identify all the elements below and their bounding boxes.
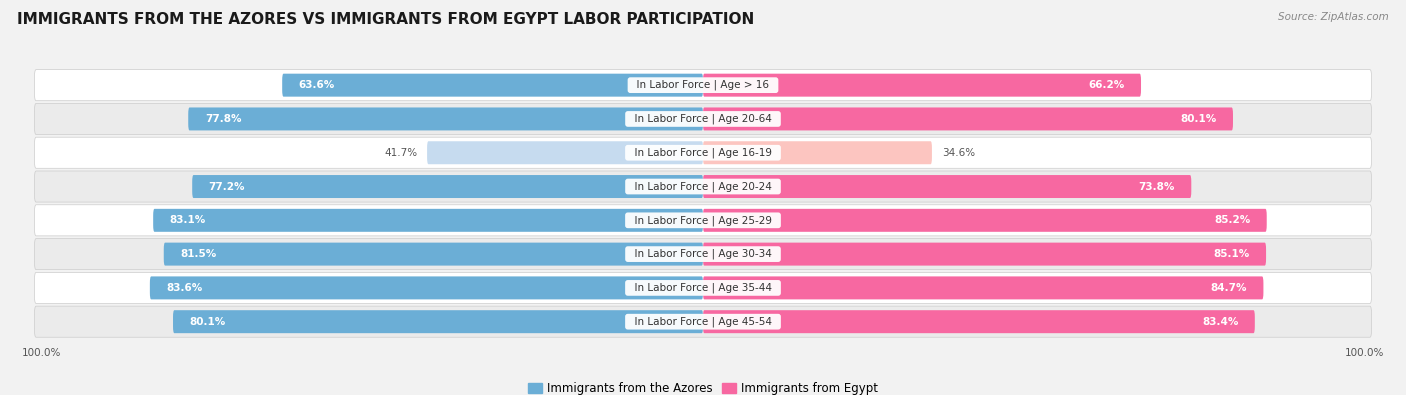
- Text: 77.2%: 77.2%: [208, 182, 245, 192]
- Text: In Labor Force | Age 30-34: In Labor Force | Age 30-34: [628, 249, 778, 260]
- Text: 83.6%: 83.6%: [166, 283, 202, 293]
- FancyBboxPatch shape: [153, 209, 703, 232]
- FancyBboxPatch shape: [34, 205, 1372, 236]
- FancyBboxPatch shape: [703, 74, 1142, 97]
- FancyBboxPatch shape: [163, 243, 703, 265]
- FancyBboxPatch shape: [34, 103, 1372, 134]
- FancyBboxPatch shape: [188, 107, 703, 130]
- Text: In Labor Force | Age 25-29: In Labor Force | Age 25-29: [627, 215, 779, 226]
- FancyBboxPatch shape: [34, 306, 1372, 337]
- Text: 80.1%: 80.1%: [1180, 114, 1216, 124]
- Text: In Labor Force | Age 20-24: In Labor Force | Age 20-24: [628, 181, 778, 192]
- FancyBboxPatch shape: [173, 310, 703, 333]
- Text: 83.1%: 83.1%: [170, 215, 205, 225]
- FancyBboxPatch shape: [283, 74, 703, 97]
- Text: 84.7%: 84.7%: [1211, 283, 1247, 293]
- FancyBboxPatch shape: [34, 273, 1372, 303]
- FancyBboxPatch shape: [34, 137, 1372, 168]
- FancyBboxPatch shape: [703, 243, 1265, 265]
- Text: IMMIGRANTS FROM THE AZORES VS IMMIGRANTS FROM EGYPT LABOR PARTICIPATION: IMMIGRANTS FROM THE AZORES VS IMMIGRANTS…: [17, 12, 754, 27]
- FancyBboxPatch shape: [703, 141, 932, 164]
- Text: In Labor Force | Age 16-19: In Labor Force | Age 16-19: [627, 147, 779, 158]
- FancyBboxPatch shape: [703, 276, 1264, 299]
- Text: 83.4%: 83.4%: [1202, 317, 1239, 327]
- FancyBboxPatch shape: [427, 141, 703, 164]
- FancyBboxPatch shape: [34, 171, 1372, 202]
- Text: In Labor Force | Age 45-54: In Labor Force | Age 45-54: [627, 316, 779, 327]
- Legend: Immigrants from the Azores, Immigrants from Egypt: Immigrants from the Azores, Immigrants f…: [523, 377, 883, 395]
- Text: 85.2%: 85.2%: [1213, 215, 1250, 225]
- Text: 77.8%: 77.8%: [205, 114, 242, 124]
- FancyBboxPatch shape: [34, 239, 1372, 270]
- Text: 41.7%: 41.7%: [384, 148, 418, 158]
- Text: 81.5%: 81.5%: [180, 249, 217, 259]
- Text: In Labor Force | Age 20-64: In Labor Force | Age 20-64: [628, 114, 778, 124]
- Text: 34.6%: 34.6%: [942, 148, 974, 158]
- Text: 66.2%: 66.2%: [1088, 80, 1125, 90]
- Text: 73.8%: 73.8%: [1139, 182, 1175, 192]
- Text: Source: ZipAtlas.com: Source: ZipAtlas.com: [1278, 12, 1389, 22]
- Text: 63.6%: 63.6%: [298, 80, 335, 90]
- Text: 85.1%: 85.1%: [1213, 249, 1250, 259]
- FancyBboxPatch shape: [150, 276, 703, 299]
- FancyBboxPatch shape: [193, 175, 703, 198]
- FancyBboxPatch shape: [703, 107, 1233, 130]
- FancyBboxPatch shape: [34, 70, 1372, 101]
- FancyBboxPatch shape: [703, 175, 1191, 198]
- Text: In Labor Force | Age > 16: In Labor Force | Age > 16: [630, 80, 776, 90]
- Text: 80.1%: 80.1%: [190, 317, 226, 327]
- Text: In Labor Force | Age 35-44: In Labor Force | Age 35-44: [627, 283, 779, 293]
- FancyBboxPatch shape: [703, 310, 1254, 333]
- FancyBboxPatch shape: [703, 209, 1267, 232]
